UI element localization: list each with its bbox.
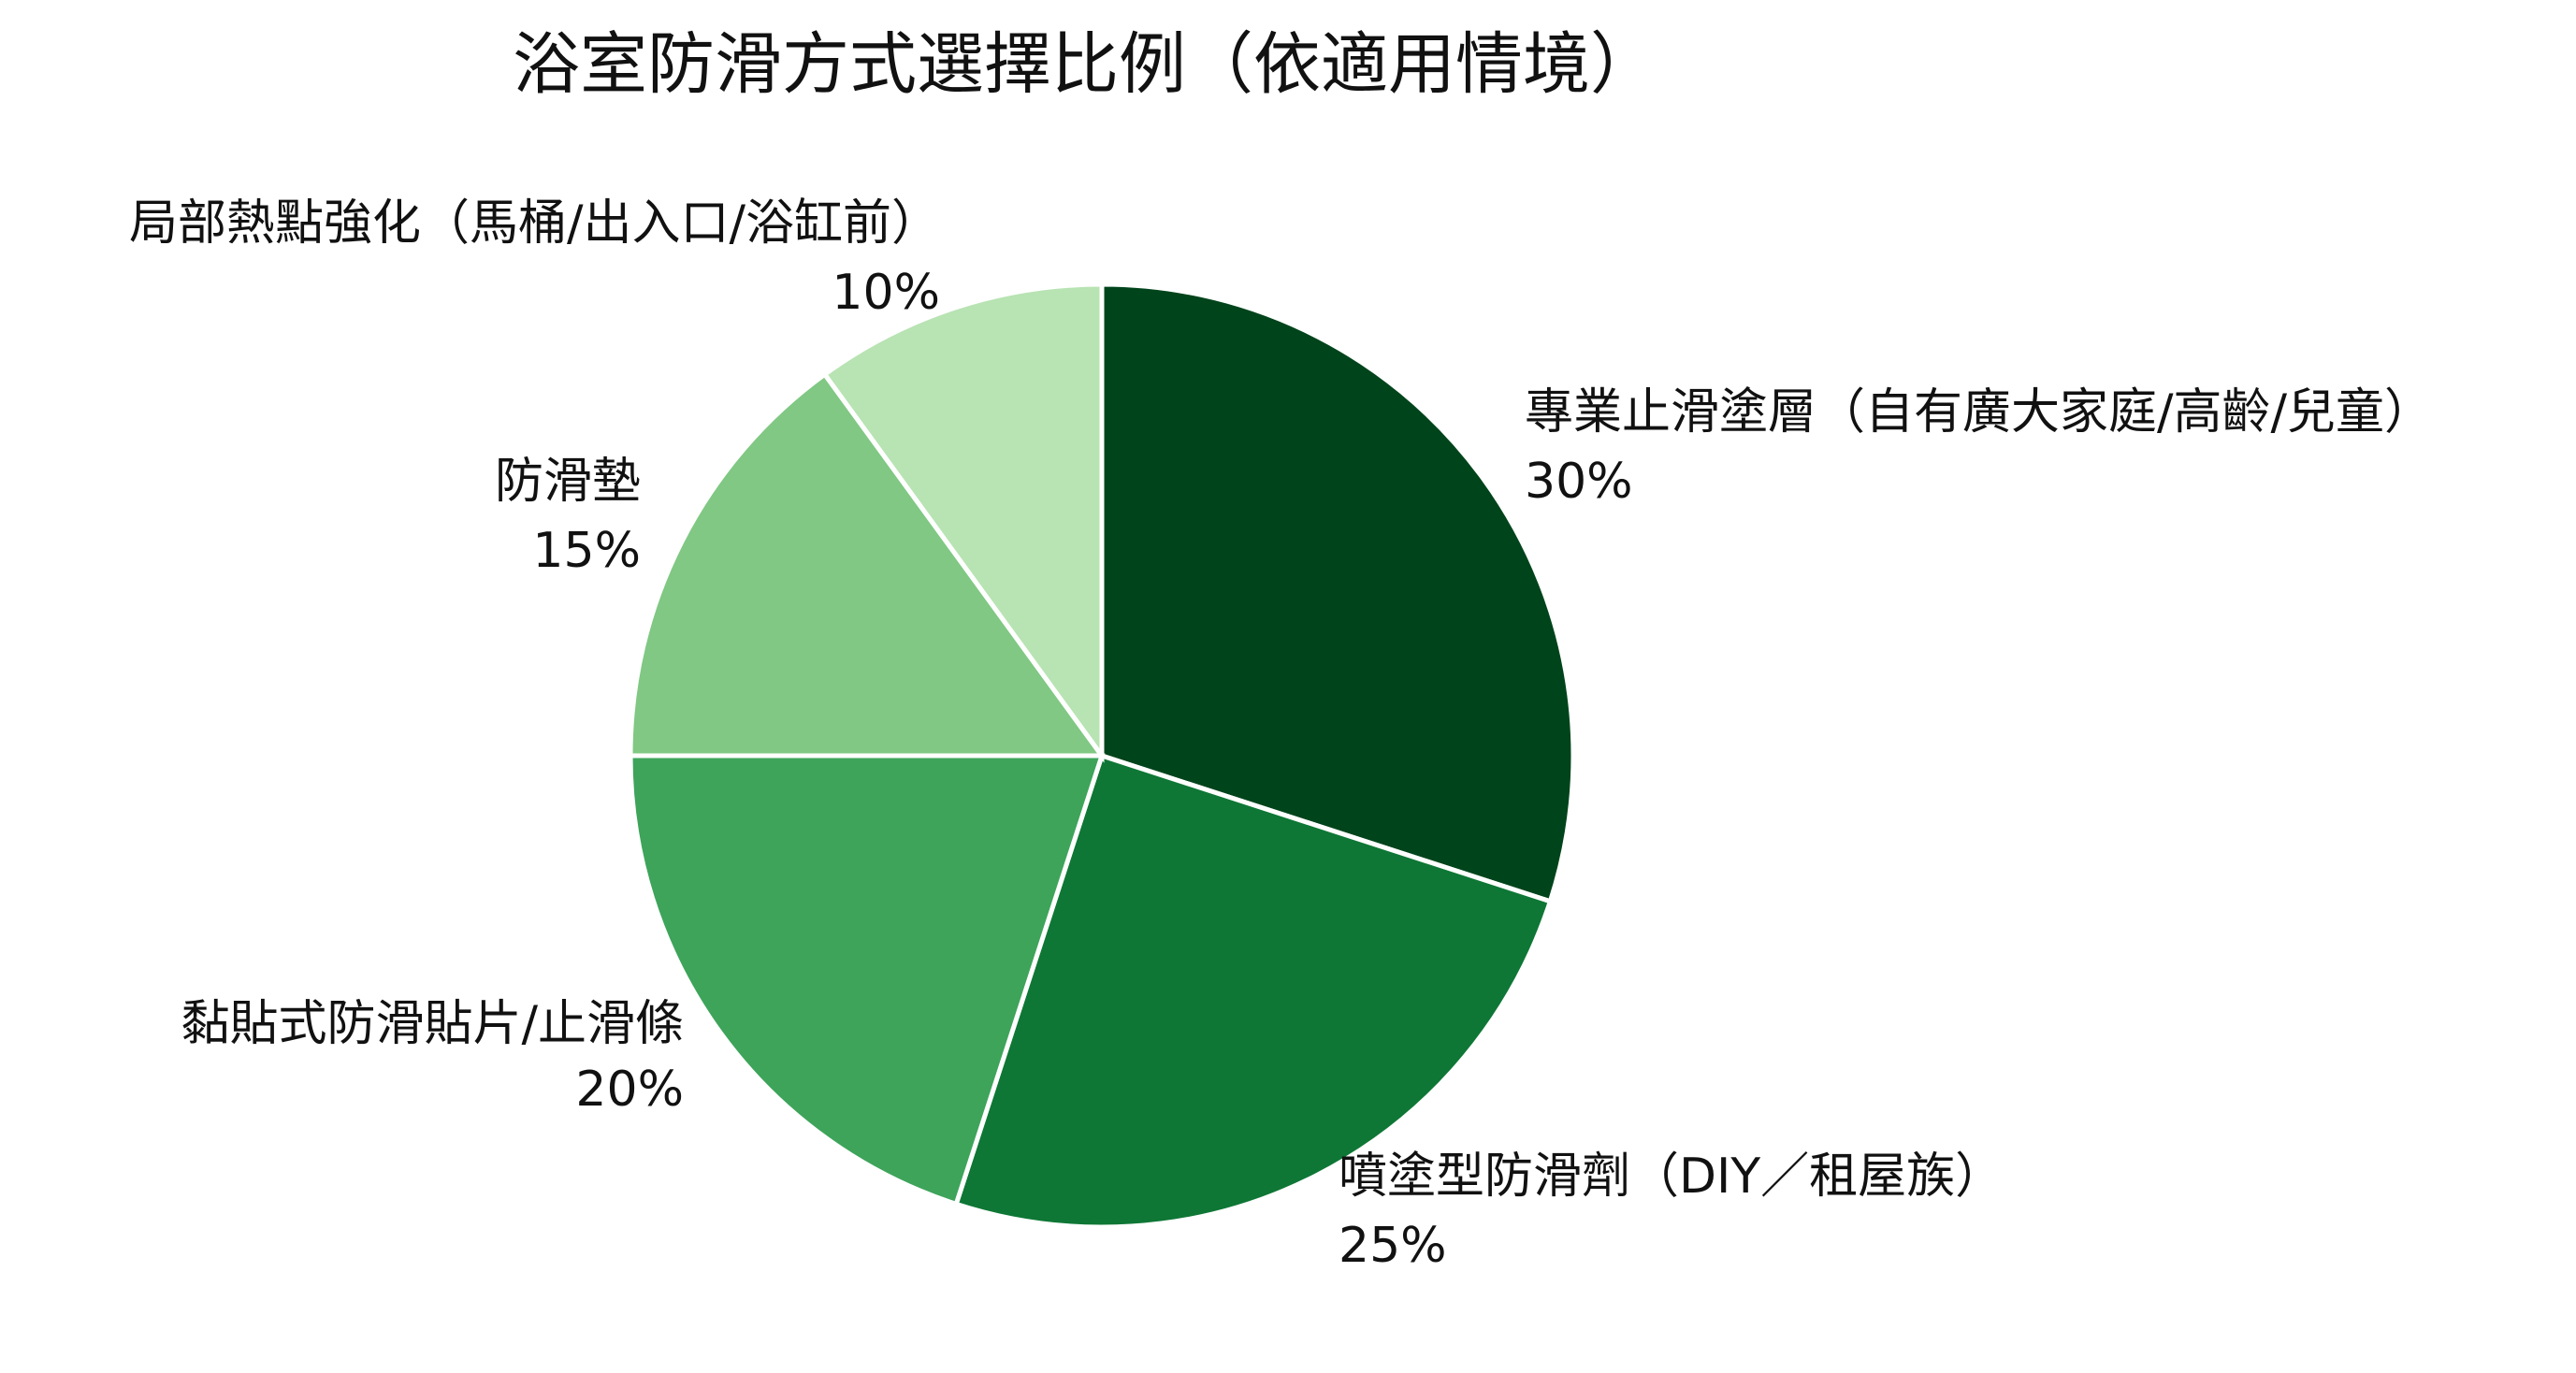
pie-slice (1099, 282, 1576, 904)
pie-slice (628, 370, 1107, 759)
slice-value-label: 20% (575, 1062, 684, 1118)
slice-label: 專業止滑塗層（自有廣大家庭/高齡/兒童） (1525, 384, 2433, 441)
chart-title: 浴室防滑方式選擇比例（依適用情境） (513, 25, 1657, 104)
slice-value-label: 15% (532, 523, 641, 579)
pie-slice (821, 282, 1105, 763)
pie-slice (953, 752, 1554, 1230)
slice-label: 局部熱點強化（馬桶/出入口/浴缸前） (129, 195, 940, 252)
slice-value-label: 10% (832, 265, 940, 321)
slice-label: 噴塗型防滑劑（DIY／租屋族） (1339, 1149, 2004, 1205)
slice-value-label: 30% (1525, 454, 1633, 510)
pie-slice (628, 753, 1106, 1207)
slice-label: 黏貼式防滑貼片/止滑條 (181, 996, 684, 1052)
slice-value-label: 25% (1339, 1218, 1447, 1274)
slice-label: 防滑墊 (495, 454, 641, 510)
